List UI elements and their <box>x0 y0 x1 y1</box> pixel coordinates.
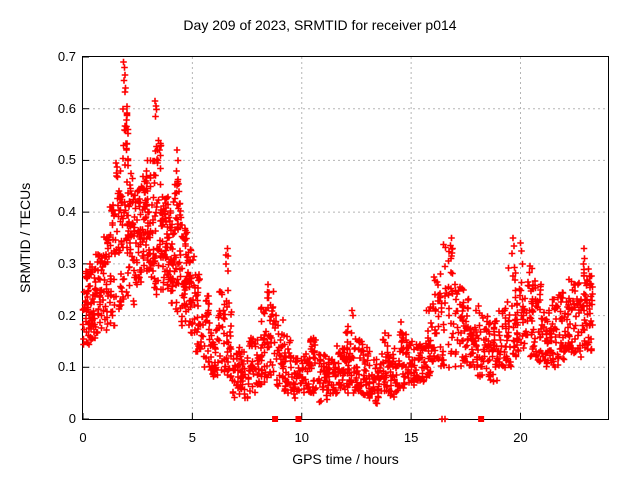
chart-title: Day 209 of 2023, SRMTID for receiver p01… <box>183 17 457 33</box>
scatter-points-svg <box>79 56 608 423</box>
zero-square-marker <box>295 416 302 422</box>
zero-square-marker <box>272 416 279 422</box>
x-tick-label: 0 <box>79 430 87 445</box>
y-tick-label: 0.1 <box>57 359 76 375</box>
y-tick-label: 0 <box>68 411 76 426</box>
y-tick-label: 0.2 <box>57 307 76 323</box>
y-tick-label: 0.3 <box>57 255 76 271</box>
x-axis-label: GPS time / hours <box>292 451 399 467</box>
scatter-points <box>79 58 596 423</box>
x-tick-label: 5 <box>188 430 196 445</box>
zero-square-marker <box>478 416 485 422</box>
y-tick-label: 0.7 <box>57 49 76 64</box>
y-tick-label: 0.5 <box>57 152 76 168</box>
plot-area <box>79 56 609 423</box>
y-tick-label: 0.4 <box>57 204 76 220</box>
x-tick-label: 10 <box>294 430 309 445</box>
y-tick-label: 0.6 <box>57 100 76 116</box>
x-tick-label: 20 <box>513 430 528 445</box>
x-tick-label: 15 <box>403 430 419 445</box>
